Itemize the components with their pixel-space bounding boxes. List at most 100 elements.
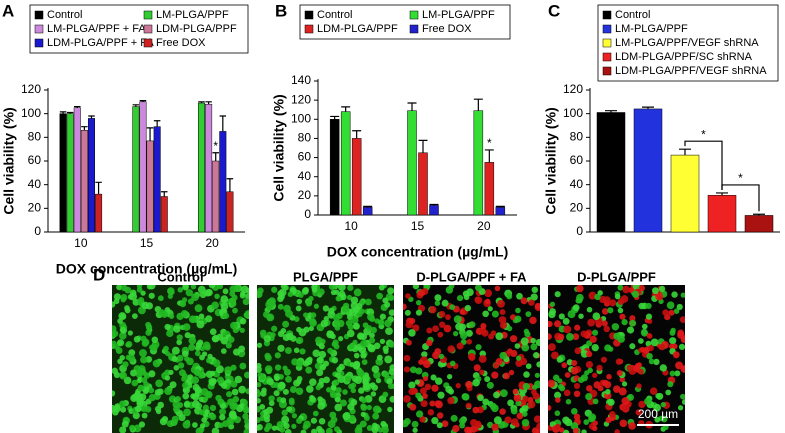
cell bbox=[679, 316, 685, 323]
cell bbox=[330, 384, 337, 391]
y-tick-label: 40 bbox=[570, 177, 584, 191]
cell bbox=[669, 370, 676, 377]
cell bbox=[382, 297, 389, 304]
y-axis-label: Cell viability (%) bbox=[1, 107, 17, 214]
cell bbox=[415, 392, 422, 399]
cell bbox=[473, 364, 481, 372]
cell bbox=[646, 352, 653, 360]
cell bbox=[230, 380, 238, 388]
cell bbox=[651, 287, 659, 295]
cell bbox=[403, 303, 407, 310]
cell bbox=[573, 427, 580, 433]
cell bbox=[348, 343, 355, 350]
cell bbox=[615, 358, 623, 365]
cell bbox=[230, 364, 237, 371]
cell bbox=[628, 287, 635, 294]
cell bbox=[603, 325, 610, 333]
cell bbox=[669, 329, 676, 336]
cell bbox=[144, 405, 152, 413]
cell bbox=[489, 402, 497, 410]
legend-swatch bbox=[34, 10, 44, 20]
cell bbox=[647, 318, 653, 324]
error-bar bbox=[161, 191, 168, 197]
cell bbox=[245, 388, 249, 395]
cell bbox=[675, 361, 684, 370]
y-tick-label: 80 bbox=[298, 131, 312, 145]
cell bbox=[478, 355, 487, 363]
annotation: * bbox=[213, 139, 218, 153]
cell bbox=[274, 352, 281, 359]
cell bbox=[122, 361, 129, 368]
cell bbox=[217, 285, 224, 290]
cell bbox=[415, 410, 424, 418]
cell bbox=[415, 299, 422, 306]
cell bbox=[130, 394, 138, 402]
cell bbox=[455, 383, 461, 389]
cell bbox=[263, 408, 269, 415]
cell bbox=[592, 329, 599, 336]
cell bbox=[364, 298, 372, 306]
error-bar bbox=[59, 111, 67, 114]
cell bbox=[279, 427, 286, 433]
cell bbox=[614, 429, 620, 433]
cell bbox=[627, 393, 635, 401]
cell bbox=[180, 309, 189, 318]
cell bbox=[509, 335, 518, 343]
cell bbox=[317, 288, 325, 296]
panel-label: B bbox=[275, 1, 287, 20]
cell bbox=[309, 395, 316, 403]
x-tick-label: 10 bbox=[344, 219, 358, 233]
cell bbox=[592, 420, 598, 426]
cell bbox=[316, 369, 324, 377]
image-title: Control bbox=[157, 269, 203, 284]
cell bbox=[318, 417, 326, 425]
cell bbox=[140, 335, 147, 342]
y-tick-label: 80 bbox=[28, 130, 42, 144]
cell bbox=[231, 388, 239, 396]
cell bbox=[243, 371, 249, 379]
cell bbox=[555, 423, 561, 430]
cell bbox=[409, 403, 417, 411]
cell bbox=[371, 426, 379, 433]
cell bbox=[210, 378, 217, 385]
cell bbox=[309, 378, 317, 386]
cell bbox=[257, 388, 260, 395]
cell bbox=[334, 403, 343, 412]
cell bbox=[571, 359, 578, 366]
cell bbox=[284, 428, 292, 433]
legend-label: LM-PLGA/PPF bbox=[156, 9, 229, 21]
cell bbox=[277, 344, 285, 352]
cell bbox=[141, 301, 150, 310]
cell bbox=[536, 422, 540, 431]
error-bar bbox=[429, 203, 439, 206]
error-bar bbox=[484, 149, 494, 163]
error-bar bbox=[341, 106, 351, 112]
cell bbox=[298, 292, 304, 298]
cell bbox=[331, 357, 339, 364]
cell bbox=[453, 315, 462, 324]
cell bbox=[317, 402, 326, 410]
cell bbox=[506, 293, 513, 300]
error-bar bbox=[139, 100, 147, 102]
cell bbox=[388, 368, 394, 376]
cell bbox=[641, 323, 648, 330]
cell bbox=[243, 407, 249, 413]
cell bbox=[384, 355, 393, 364]
cell bbox=[208, 285, 216, 289]
cell bbox=[452, 424, 460, 433]
error-bar bbox=[363, 205, 373, 208]
legend-swatch bbox=[304, 10, 314, 20]
significance-bracket bbox=[721, 184, 760, 212]
cell bbox=[531, 286, 539, 294]
error-bar bbox=[81, 126, 88, 131]
cell bbox=[386, 378, 393, 385]
bar bbox=[198, 102, 206, 233]
cell bbox=[347, 285, 354, 291]
cell bbox=[311, 287, 318, 293]
cell bbox=[597, 385, 604, 392]
cell bbox=[609, 411, 616, 418]
cell bbox=[480, 322, 487, 330]
cell bbox=[495, 357, 503, 366]
cell bbox=[515, 307, 521, 314]
cell bbox=[549, 301, 556, 307]
